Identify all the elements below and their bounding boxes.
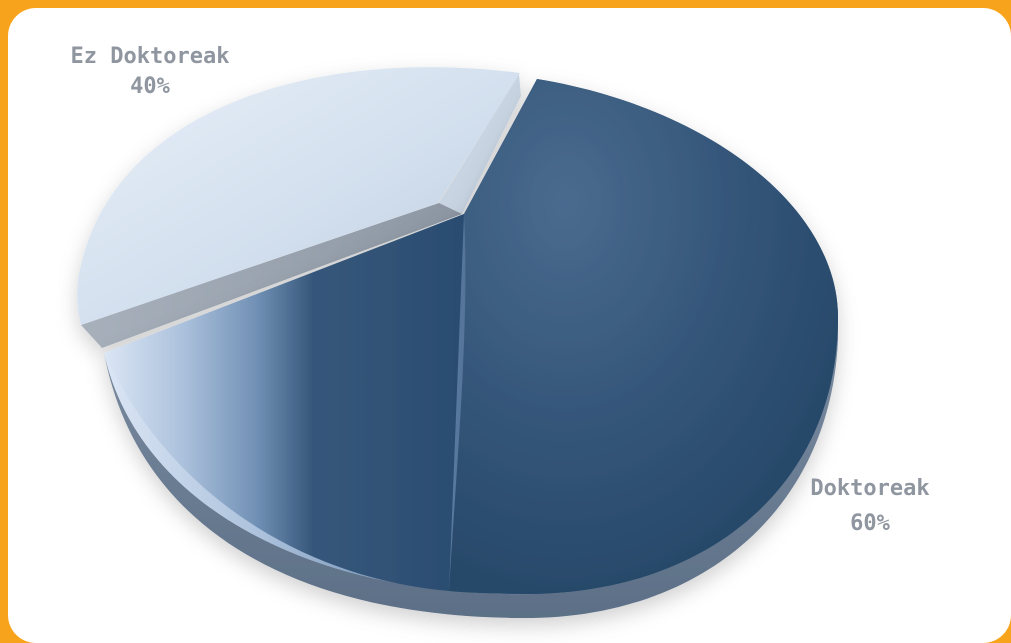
- pie-chart: Ez Doktoreak 40% Doktoreak 60%: [71, 44, 930, 619]
- pie-slice-ez-doktoreak: [77, 67, 521, 348]
- label-doktoreak-value: 60%: [850, 511, 890, 536]
- label-doktoreak-name: Doktoreak: [810, 476, 929, 501]
- chart-card: Ez Doktoreak 40% Doktoreak 60%: [8, 8, 1011, 643]
- pie-slice-doktoreak: [104, 79, 838, 619]
- label-ez-doktoreak-name: Ez Doktoreak: [71, 44, 230, 69]
- label-ez-doktoreak-value: 40%: [130, 74, 170, 99]
